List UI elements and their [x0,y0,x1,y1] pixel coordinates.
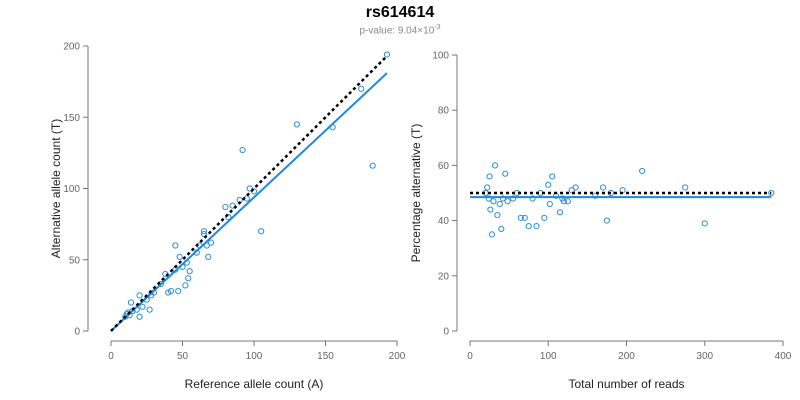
panel-1-data-point [222,203,229,211]
panel-1-data-point [167,288,175,295]
panel-2-y-tick-label: 0 [443,327,449,338]
panel-2-x-axis-title: Total number of reads [568,377,684,391]
chart-subtitle: p-value: 9.04×10-3 [0,24,800,36]
left-scatter-panel: 0 50 100 150 200 0 50 100 150 200 Reference allele… [49,42,406,392]
panel-2-data-point [517,214,524,221]
panel-2-data-point [491,162,499,169]
panel-2-x-tick-label: 100 [540,351,557,362]
panel-1-data-point [358,85,365,92]
panel-2-data-point [599,184,607,191]
panel-2-data-point [682,184,689,191]
p-value-text: p-value: 9.04×10 [359,25,435,37]
panel-2-data-point [556,209,564,216]
panel-1-x-tick-label: 0 [108,351,114,362]
panel-2-x-tick-label: 400 [775,351,792,362]
panel-1-data-point [203,242,210,249]
panel-2-data-point [549,173,556,180]
panel-1-data-point [186,268,193,275]
panel-1-data-point [172,242,179,249]
panel-1-data-point [185,275,192,282]
panel-2-data-point [533,223,540,230]
panel-1-data-point [176,253,183,260]
panel-1-x-axis-title: Reference allele count (A) [185,377,324,391]
panel-1-reference-line [110,55,388,332]
panel-1-x-tick-label: 50 [177,351,189,362]
panel-1-data-point [136,292,143,299]
panel-2-data-point [502,170,509,177]
panel-2-y-tick-label: 40 [438,216,450,227]
panel-2-data-point [509,195,517,202]
panel-1-x-tick-label: 100 [246,351,263,362]
panel-1-y-tick-label: 0 [74,327,80,338]
panel-1-data-point [239,146,246,154]
panel-2-data-point [484,184,491,191]
panel-2-data-point [529,195,536,202]
panel-2-x-tick-label: 200 [618,351,635,362]
panel-2-data-point [488,231,496,238]
panel-2-data-point [572,184,579,191]
panel-2-data-point [486,173,493,180]
panel-2-data-point [496,200,503,208]
panel-2-y-tick-label: 20 [438,271,450,282]
panel-2-data-point [546,200,553,208]
panel-2-x-tick-label: 300 [696,351,713,362]
panel-2-y-axis-title: Percentage alternative (T) [409,124,423,263]
panel-2-data-point [485,195,492,202]
panel-1-data-point [136,313,143,320]
panel-1-y-tick-label: 150 [63,113,80,124]
panel-1-data-point [146,306,153,313]
panel-2-data-point [560,198,568,205]
panel-1-data-point [369,162,376,169]
panel-1-y-tick-label: 100 [63,184,80,195]
panel-2-data-point [603,217,611,224]
panel-1-data-point [225,213,232,221]
panel-2-data-point [504,198,511,205]
panel-1-data-point [175,288,182,295]
panel-1-data-point [139,303,146,310]
panel-2-data-point [701,220,708,227]
panel-2-y-tick-label: 60 [438,161,450,172]
panel-1-y-tick-label: 200 [63,42,80,53]
panel-2-data-point [592,192,599,199]
panel-2-data-point [564,198,571,205]
panel-1-fit-line [110,72,388,332]
panel-1-data-point [200,228,208,235]
panel-1-y-axis-title: Alternative allele count (T) [49,119,63,258]
panel-2-x-tick-label: 0 [467,351,473,362]
panel-2-y-tick-label: 100 [432,51,449,62]
right-scatter-panel: 0 100 200 300 400 0 20 40 60 80 100 Total number of… [409,51,792,392]
chart-title: rs614614 [365,4,435,21]
panel-2-data-point [487,206,494,213]
panel-2-data-point [541,214,548,221]
panel-2-data-point [490,198,497,205]
panel-1-data-point [205,253,212,260]
panel-2-data-point [521,214,528,221]
panel-2-data-point [498,225,505,232]
panel-2-data-point [545,181,552,188]
panel-1-data-point [258,228,265,235]
panel-1-data-point [127,299,135,306]
panel-1-x-tick-label: 200 [389,351,406,362]
panel-2-data-point [494,211,501,219]
panel-1-data-point [208,239,215,246]
p-value-exponent: -3 [434,24,441,31]
panel-2-data-point [499,195,506,202]
panel-1-data-point [182,282,189,289]
panel-1-data-point [293,121,300,128]
panel-2-data-point [525,223,532,230]
panel-1-y-tick-label: 50 [69,255,81,266]
panel-1-data-point [383,51,391,58]
panel-2-y-tick-label: 80 [438,106,450,117]
panel-2-data-point [639,167,646,175]
panel-1-x-tick-label: 150 [317,351,334,362]
panel-2-data-point [768,189,775,197]
